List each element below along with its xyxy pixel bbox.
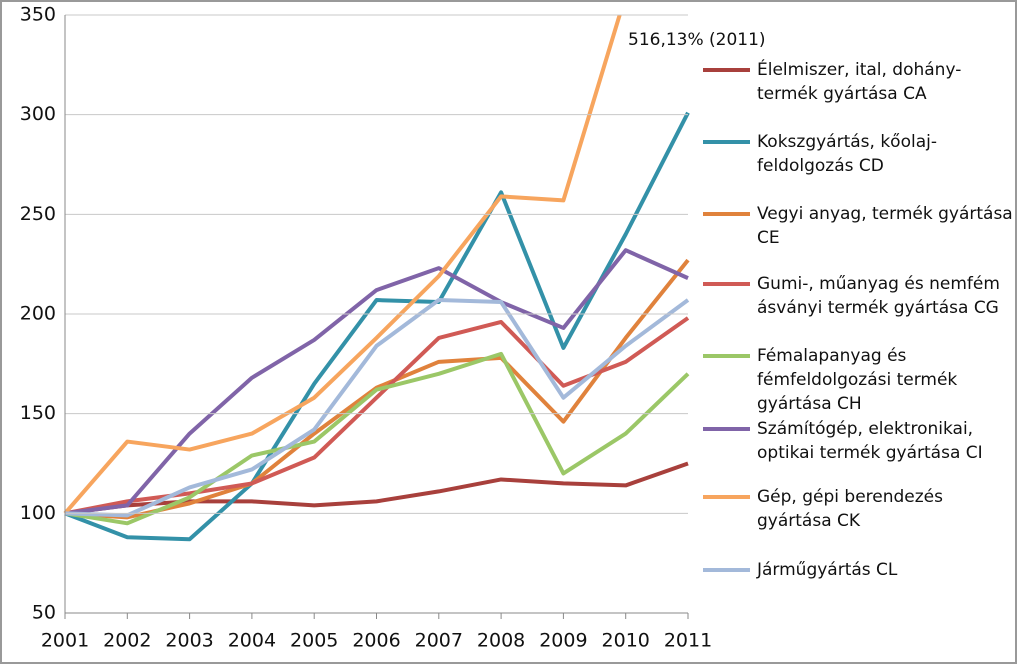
y-tick-label: 200 [20,303,56,325]
y-tick-label: 350 [20,4,56,26]
y-tick-label: 100 [20,502,56,524]
x-tick-label: 2006 [352,630,400,652]
x-tick-label: 2002 [103,630,151,652]
annotation: 516,13% (2011) [628,30,766,50]
x-tick-label: 2008 [477,630,525,652]
y-tick-label: 250 [20,203,56,225]
x-tick-label: 2011 [664,630,712,652]
legend-label: Számítógép, elektronikai, optikai termék … [757,419,983,463]
plot-lines [63,15,690,542]
x-tick-label: 2010 [602,630,650,652]
x-tick-label: 2001 [41,630,89,652]
y-tick-label: 50 [32,602,56,624]
series-line [64,461,689,516]
legend-label: Gumi-, műanyag és nemfém ásványi termék g… [757,274,1000,318]
y-tick-label: 300 [20,103,56,125]
series-line [64,298,690,518]
x-tick-label: 2009 [539,630,587,652]
x-tick-label: 2003 [165,630,213,652]
series-line [64,248,689,516]
series-line [64,351,690,526]
x-tick-label: 2005 [290,630,338,652]
x-tick-label: 2004 [228,630,276,652]
y-tick-label: 150 [20,402,56,424]
legend-label: Élelmiszer, ital, dohány-termék gyártása… [757,58,961,104]
series-line [63,15,622,515]
legend-label: Fémalapanyag és fémfeldolgozási termék gyá… [757,346,957,414]
legend-label: Járműgyártás CL [756,560,898,580]
x-tick-label: 2007 [415,630,463,652]
legend-label: Gép, gépi berendezés gyártása CK [757,487,943,531]
series-line [64,111,690,542]
legend-label: Vegyi anyag, termék gyártása CE [757,204,1013,248]
legend-label: Kokszgyártás, kőolaj-feldolgozás CD [757,132,937,176]
